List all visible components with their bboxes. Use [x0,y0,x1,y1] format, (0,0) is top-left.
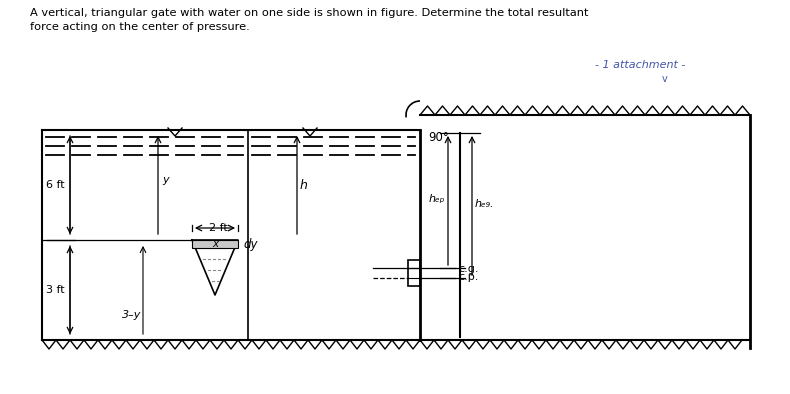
Text: 3 ft: 3 ft [47,285,65,295]
Text: h: h [300,178,308,191]
Text: v: v [662,74,668,84]
Text: dy: dy [243,238,258,251]
Text: c.g.: c.g. [458,264,479,274]
Text: 3–y: 3–y [122,310,141,320]
Text: A vertical, triangular gate with water on one side is shown in figure. Determine: A vertical, triangular gate with water o… [30,8,589,18]
Text: 90°: 90° [428,131,449,144]
Bar [192,240,238,248]
Text: 6 ft: 6 ft [47,180,65,190]
Text: hₑ₉.: hₑ₉. [475,199,495,209]
Text: hₑₚ: hₑₚ [429,194,445,204]
Bar [408,260,420,286]
Text: 2 ft: 2 ft [209,223,228,233]
Text: c.p.: c.p. [458,272,479,282]
Text: force acting on the center of pressure.: force acting on the center of pressure. [30,22,250,32]
Text: y: y [162,175,168,185]
Text: x: x [212,239,218,249]
Text: - 1 attachment -: - 1 attachment - [595,60,686,70]
